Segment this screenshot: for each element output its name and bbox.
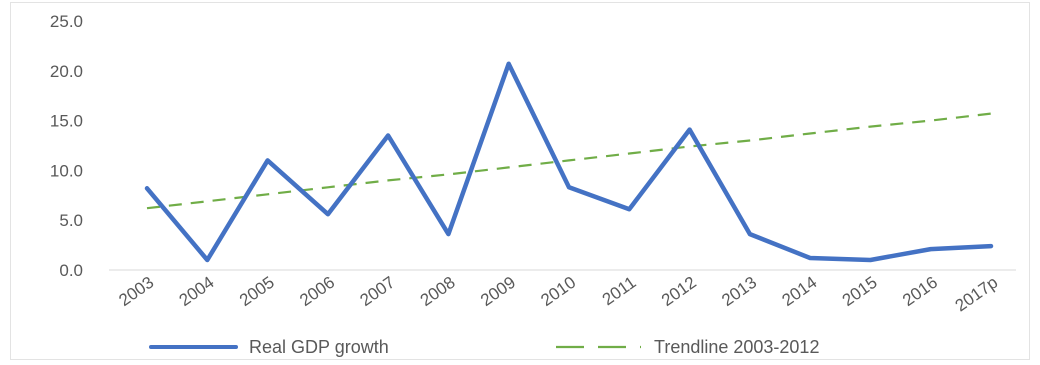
x-tick-label: 2003 [115,273,157,310]
gdp-growth-series-line [144,61,994,263]
series-layer [144,61,994,263]
x-tick-label: 2014 [779,273,821,310]
line-chart: 0.05.010.015.020.025.0 2003 2004 2005 2006 2… [50,12,1016,357]
x-tick-label: 2004 [176,273,218,310]
x-tick-label: 2013 [718,273,760,310]
trendline-series-line [146,112,992,210]
x-tick-label: 2006 [296,273,338,310]
x-tick-label: 2017p [952,273,1002,316]
y-tick-label: 15.0 [50,112,83,131]
chart-frame: 0.0 5.0 10.0 15.0 20.0 25.0 2003 2004 2005 2006 2… [10,2,1030,360]
legend: Real GDP growth Trendline 2003-2012 [149,337,819,357]
x-tick-label: 2009 [477,273,519,310]
y-tick-label: 0.0 [59,261,83,280]
x-tick-label: 2015 [839,273,881,310]
y-tick-label: 10.0 [50,161,83,180]
y-tick-label: 25.0 [50,12,83,31]
y-axis: 0.0 5.0 10.0 15.0 20.0 25.0 [50,12,83,280]
x-tick-label: 2005 [236,273,278,310]
x-axis: 2003 2004 2005 2006 2007 2008 2009 2010 2011 2012… [115,273,1001,316]
x-tick-label: 2016 [899,273,941,310]
x-tick-label: 2012 [658,273,700,310]
x-tick-label: 2010 [537,273,579,310]
x-tick-label: 2011 [599,273,640,310]
legend-label: Real GDP growth [249,337,389,357]
y-tick-label: 20.0 [50,62,83,81]
legend-label: Trendline 2003-2012 [654,337,819,357]
y-tick-label: 5.0 [59,211,83,230]
x-tick-label: 2008 [417,273,459,310]
x-tick-label: 2007 [357,273,399,310]
